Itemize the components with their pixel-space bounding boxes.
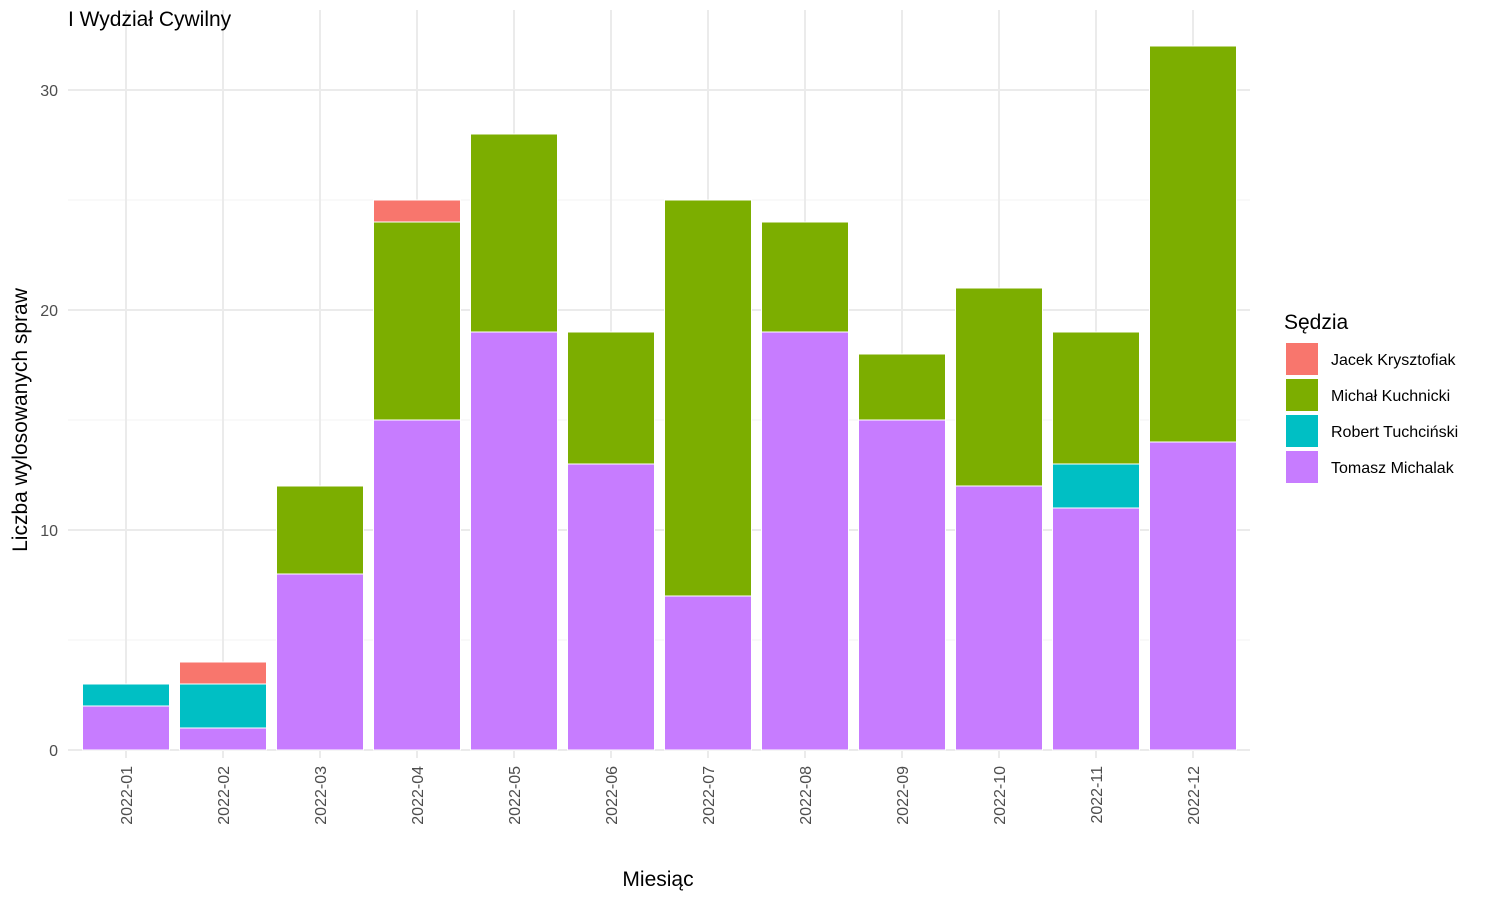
bar-segment <box>179 683 267 729</box>
bar-segment <box>761 331 849 751</box>
bar-segment <box>373 199 461 223</box>
y-tick-label: 20 <box>40 303 58 320</box>
legend-label: Michał Kuchnicki <box>1331 388 1450 405</box>
bar-segment <box>1149 45 1237 443</box>
x-tick-label: 2022-02 <box>216 766 233 825</box>
legend-key <box>1286 415 1318 447</box>
bars <box>82 45 1237 751</box>
x-tick-label: 2022-12 <box>1186 766 1203 825</box>
x-tick-label: 2022-04 <box>410 766 427 825</box>
bar-segment <box>179 661 267 685</box>
bar-segment <box>955 485 1043 751</box>
bar-segment <box>664 199 752 597</box>
x-tick-label: 2022-01 <box>119 766 136 825</box>
bar-segment <box>1052 463 1140 509</box>
bar-segment <box>567 463 655 751</box>
bar-segment <box>858 353 946 421</box>
legend-label: Robert Tuchciński <box>1331 424 1458 441</box>
legend-title: Sędzia <box>1284 311 1349 334</box>
x-tick-label: 2022-11 <box>1089 766 1106 824</box>
y-tick-label: 30 <box>40 83 58 100</box>
legend-key <box>1286 379 1318 411</box>
bar-segment <box>82 705 170 751</box>
bar-segment <box>276 485 364 575</box>
bar-segment <box>373 221 461 421</box>
bar-segment <box>82 683 170 707</box>
bar-segment <box>1052 507 1140 751</box>
x-axis-title: Miesiąc <box>622 868 693 891</box>
bar-segment <box>761 221 849 333</box>
bar-segment <box>179 727 267 751</box>
bar-segment <box>664 595 752 751</box>
x-tick-label: 2022-10 <box>992 766 1009 825</box>
x-tick-label: 2022-09 <box>895 766 912 825</box>
bar-segment <box>858 419 946 751</box>
bar-segment <box>373 419 461 751</box>
y-tick-label: 0 <box>49 743 58 760</box>
x-tick-label: 2022-07 <box>701 766 718 825</box>
bar-segment <box>1052 331 1140 465</box>
legend: Sędzia Jacek Krysztofiak Michał Kuchnicki… <box>1284 311 1458 483</box>
y-axis-title: Liczba wylosowanych spraw <box>9 287 32 552</box>
chart-title: I Wydział Cywilny <box>68 8 232 31</box>
axis-ticks: 0 10 20 30 2022-01 2022-02 2022-03 2022-04 2022-… <box>40 83 1203 825</box>
bar-segment <box>1149 441 1237 751</box>
bar-segment <box>470 331 558 751</box>
legend-label: Tomasz Michalak <box>1331 460 1455 477</box>
bar-segment <box>276 573 364 751</box>
legend-label: Jacek Krysztofiak <box>1331 352 1456 369</box>
x-tick-label: 2022-06 <box>604 766 621 825</box>
legend-key <box>1286 451 1318 483</box>
bar-segment <box>955 287 1043 487</box>
x-tick-label: 2022-03 <box>313 766 330 825</box>
legend-key <box>1286 343 1318 375</box>
bar-segment <box>470 133 558 333</box>
y-tick-label: 10 <box>40 523 58 540</box>
bar-segment <box>567 331 655 465</box>
x-tick-label: 2022-08 <box>798 766 815 825</box>
x-tick-label: 2022-05 <box>507 766 524 825</box>
